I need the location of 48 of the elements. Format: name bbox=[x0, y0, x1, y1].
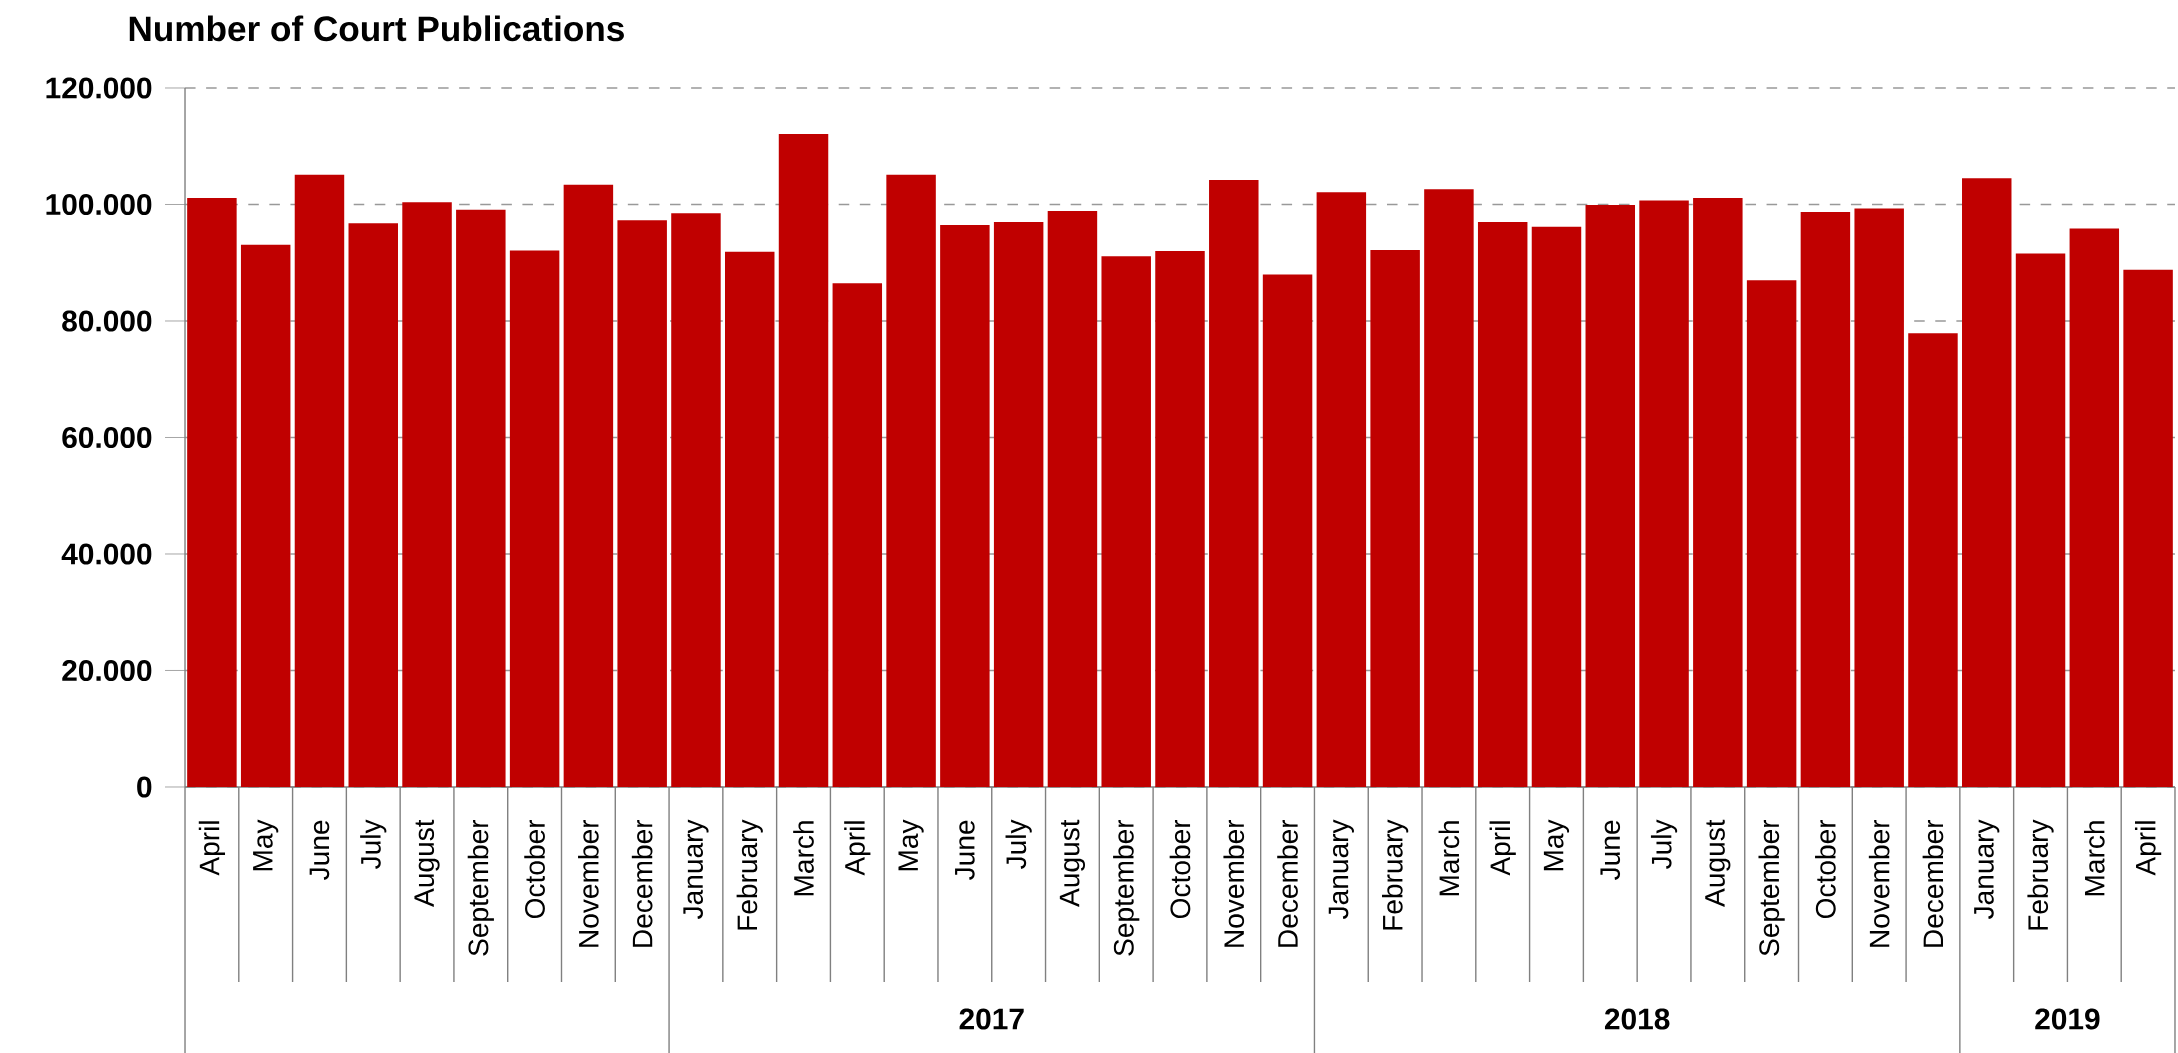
x-tick-label: April bbox=[2134, 821, 2162, 876]
x-tick-label: June bbox=[955, 820, 975, 880]
text: 2019 bbox=[2035, 1008, 2100, 1030]
x-tick-label: July bbox=[360, 819, 387, 869]
text: 2018 bbox=[1604, 1008, 1670, 1030]
x-tick-label: March bbox=[2083, 821, 2105, 896]
x-tick-label: September bbox=[1113, 819, 1140, 956]
y-tick-label: 120.000 bbox=[46, 77, 152, 99]
y-tick-label: 40.000 bbox=[61, 543, 152, 565]
x-tick-label: October bbox=[1169, 819, 1191, 919]
y-tick-label: 20.000 bbox=[62, 659, 152, 682]
x-tick-label: May bbox=[898, 819, 924, 871]
x-tick-label: December bbox=[1277, 819, 1298, 947]
x-tick-label: April bbox=[844, 821, 871, 876]
x-tick-label: November bbox=[1868, 819, 1890, 947]
chart-title: Number of Court Publications bbox=[129, 15, 624, 42]
x-tick-label: April bbox=[198, 821, 226, 876]
x-tick-label: August bbox=[1059, 819, 1086, 907]
x-tick-label: December bbox=[631, 819, 653, 947]
x-tick-label: August bbox=[414, 819, 440, 907]
x-tick-label: May bbox=[253, 819, 279, 871]
y-tick-label: 80.000 bbox=[62, 310, 152, 332]
x-tick-label: June bbox=[1600, 820, 1621, 880]
y-tick-label: 0 bbox=[137, 776, 152, 798]
x-tick-label: January bbox=[1328, 819, 1354, 919]
x-tick-label: February bbox=[1382, 819, 1409, 930]
x-tick-label: November bbox=[1223, 819, 1245, 947]
x-tick-label: October bbox=[524, 819, 545, 919]
x-tick-label: December bbox=[1922, 819, 1944, 947]
x-tick-label: March bbox=[1438, 821, 1460, 896]
text: 2017 bbox=[959, 1008, 1024, 1030]
x-tick-label: March bbox=[793, 821, 814, 896]
x-tick-label: September bbox=[1758, 819, 1785, 956]
y-tick-label: 100.000 bbox=[46, 193, 152, 216]
x-tick-label: February bbox=[736, 819, 763, 930]
x-tick-label: August bbox=[1705, 819, 1731, 907]
x-tick-label: July bbox=[1005, 819, 1032, 869]
x-tick-label: May bbox=[1543, 819, 1570, 871]
x-tick-label: July bbox=[1650, 819, 1678, 869]
x-tick-label: September bbox=[467, 819, 494, 956]
x-tick-label: April bbox=[1489, 821, 1516, 876]
x-tick-label: June bbox=[309, 820, 330, 880]
x-tick-label: November bbox=[578, 819, 599, 947]
x-tick-label: February bbox=[2027, 819, 2054, 930]
x-tick-label: January bbox=[1974, 819, 2000, 919]
y-tick-label: 60.000 bbox=[62, 426, 152, 449]
x-tick-label: January bbox=[683, 819, 709, 919]
x-tick-label: October bbox=[1815, 819, 1836, 919]
